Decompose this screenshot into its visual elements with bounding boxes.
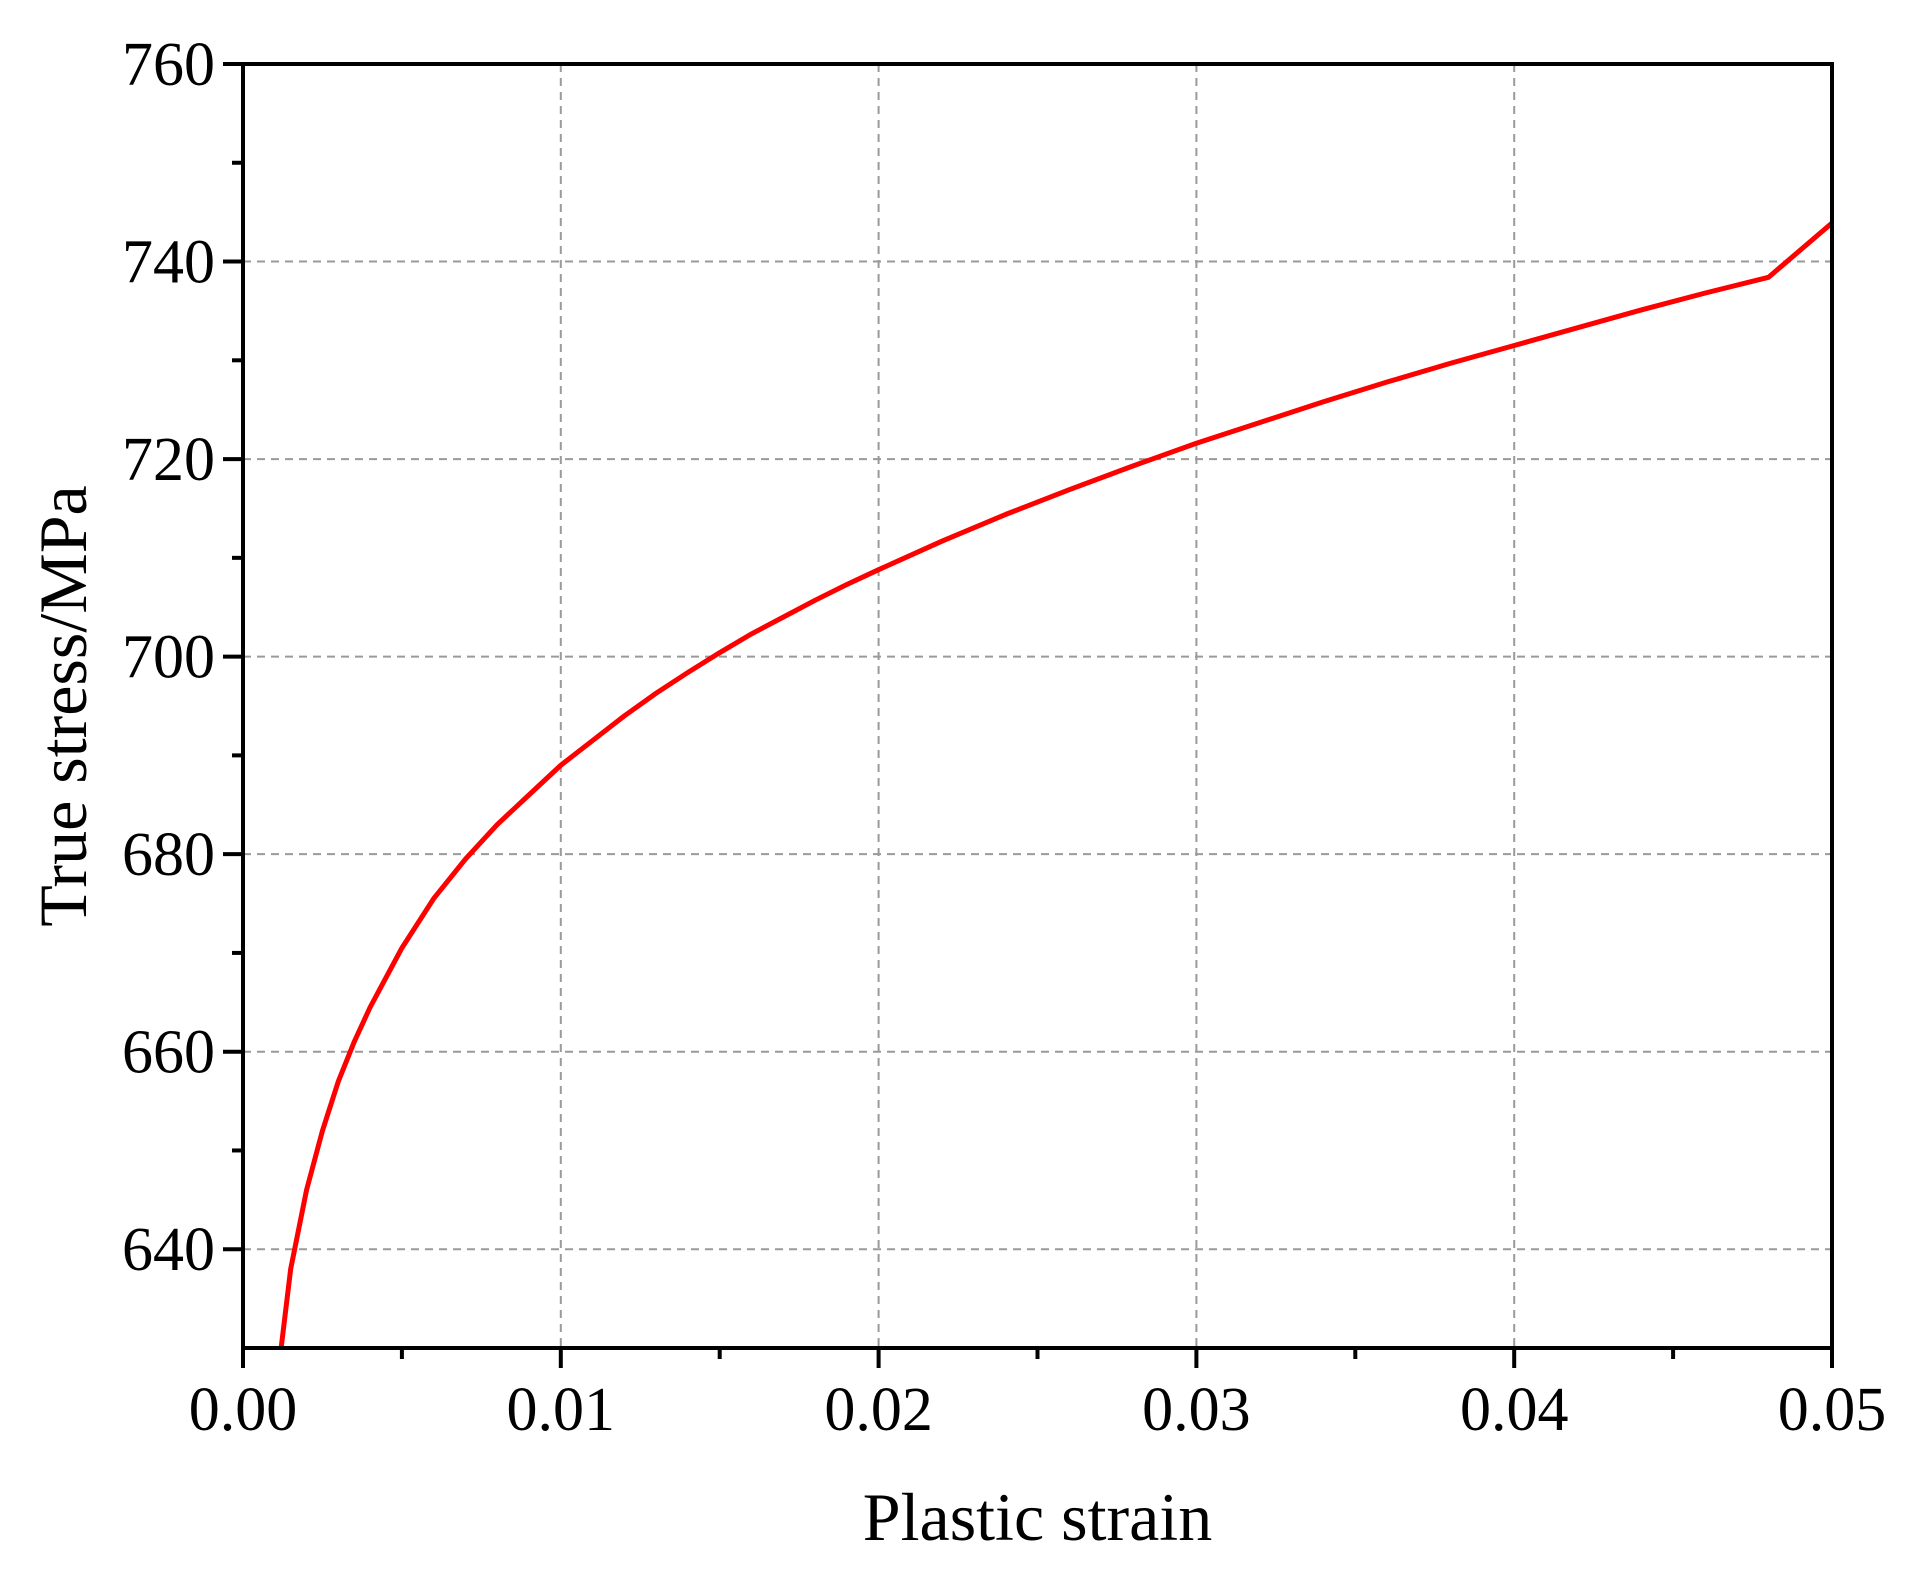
y-tick-label: 660 [122,1019,215,1087]
y-tick-label: 720 [122,426,215,494]
grid-lines [243,64,1832,1348]
x-tick-label: 0.03 [1142,1376,1251,1444]
y-tick-label: 740 [122,229,215,297]
y-tick-label: 640 [122,1216,215,1284]
plot-frame [241,62,1834,1350]
x-tick-label: 0.02 [824,1376,933,1444]
x-tick-label: 0.00 [189,1376,298,1444]
x-tick-label: 0.04 [1460,1376,1569,1444]
series-line [278,220,1832,1348]
y-tick-label: 680 [122,821,215,889]
y-tick-label: 760 [122,31,215,99]
axes [223,62,1834,1368]
y-axis-title: True stress/MPa [25,485,101,926]
tick-labels: 0.00 0.01 0.02 0.03 0.04 0.05 640 660 680 700 720 7… [122,31,1886,1444]
x-tick-label: 0.05 [1778,1376,1887,1444]
series-layer [278,220,1832,1348]
x-axis-title: Plastic strain [863,1479,1212,1555]
y-tick-label: 700 [122,624,215,692]
x-tick-label: 0.01 [507,1376,616,1444]
